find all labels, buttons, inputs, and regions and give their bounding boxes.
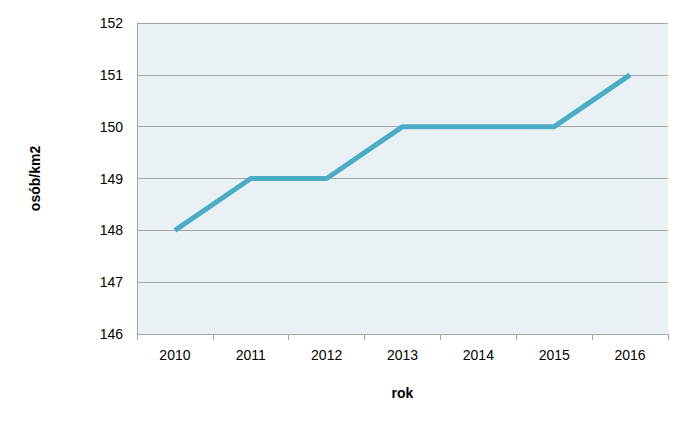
svg-text:146: 146 [100, 326, 124, 342]
svg-text:147: 147 [100, 274, 124, 290]
svg-text:2012: 2012 [311, 347, 342, 363]
svg-text:2014: 2014 [463, 347, 494, 363]
svg-text:152: 152 [100, 15, 124, 31]
svg-text:151: 151 [100, 67, 124, 83]
svg-text:2011: 2011 [236, 347, 266, 363]
svg-text:149: 149 [100, 171, 124, 187]
svg-text:2016: 2016 [614, 347, 645, 363]
svg-text:148: 148 [100, 222, 124, 238]
svg-text:2015: 2015 [539, 347, 570, 363]
svg-text:150: 150 [100, 119, 124, 135]
svg-text:2010: 2010 [159, 347, 190, 363]
svg-text:2013: 2013 [387, 347, 418, 363]
svg-text:osób/km2: osób/km2 [27, 146, 43, 212]
svg-text:rok: rok [392, 385, 414, 401]
